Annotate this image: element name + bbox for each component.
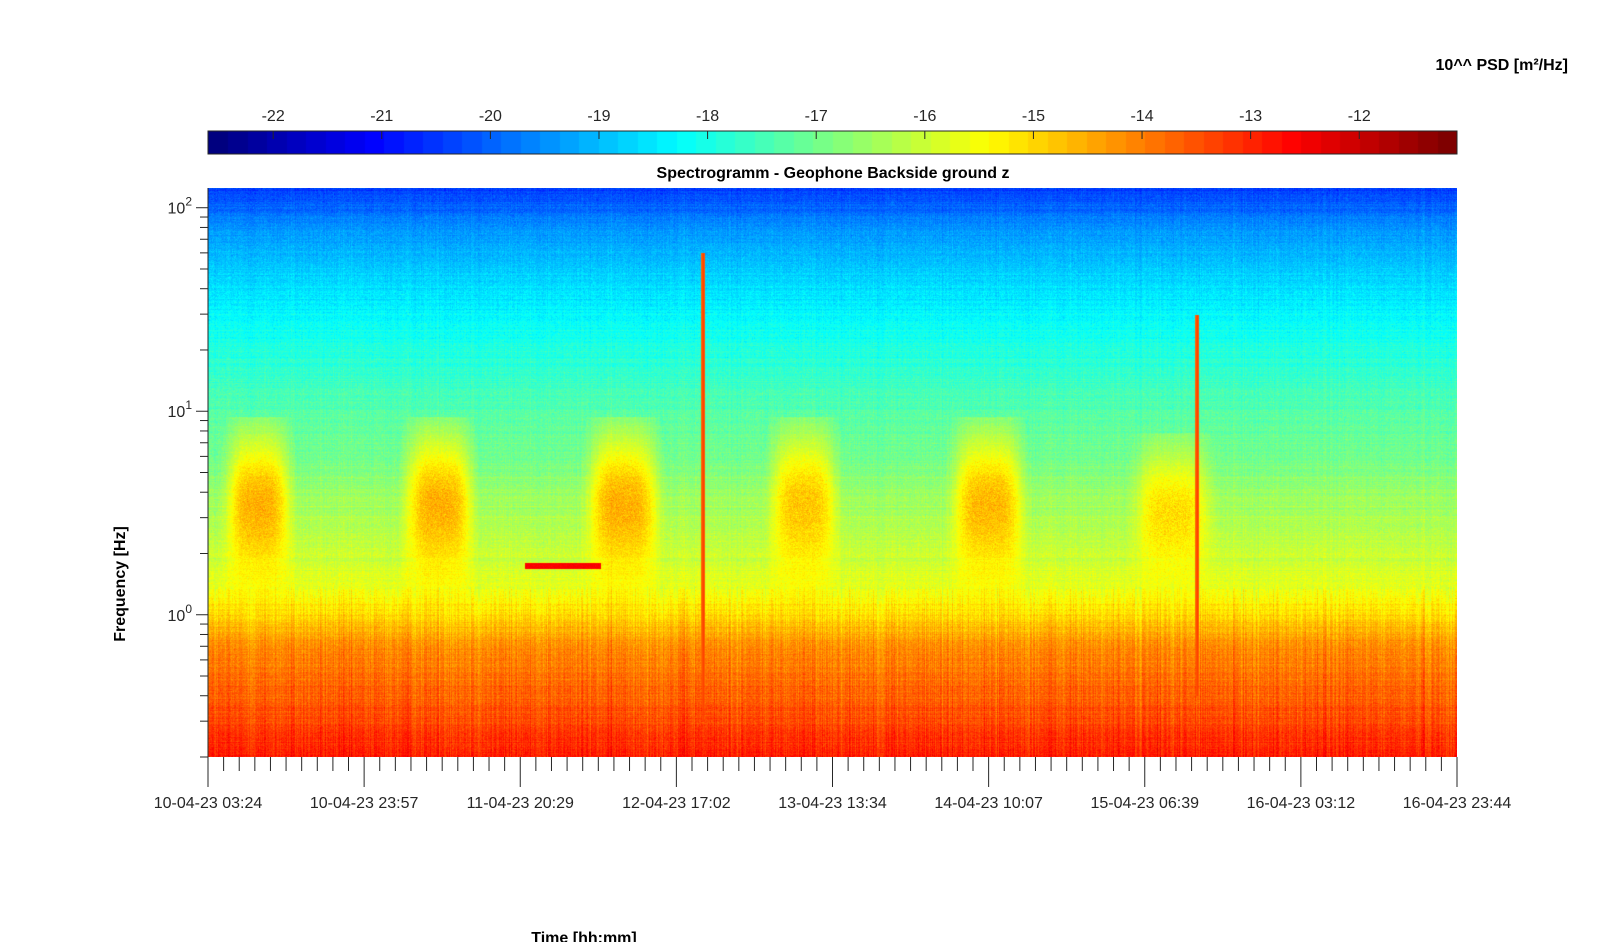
x-tick-label: 10-04-23 03:24 xyxy=(154,795,263,812)
colorbar-tick-label: -15 xyxy=(1022,108,1045,125)
spectrogram-image xyxy=(208,188,1457,757)
y-tick-base: 10 xyxy=(168,608,186,625)
x-tick-label: 16-04-23 23:44 xyxy=(1403,795,1512,812)
x-tick-label: 10-04-23 23:57 xyxy=(310,795,419,812)
colorbar-tick-label: -21 xyxy=(370,108,393,125)
x-tick-label: 16-04-23 03:12 xyxy=(1247,795,1356,812)
x-tick-label: 12-04-23 17:02 xyxy=(622,795,731,812)
colorbar-tick-labels: -22 -21 -20 -19 -18 -17 -16 -15 -14 -13 -12 xyxy=(262,108,1371,125)
y-tick-exponent: 0 xyxy=(185,602,192,616)
colorbar-label: 10^^ PSD [m²/Hz] xyxy=(1436,57,1568,74)
x-tick-label: 15-04-23 06:39 xyxy=(1090,795,1199,812)
spectrogram-holder xyxy=(208,188,1457,757)
colorbar-frame xyxy=(207,130,1458,155)
y-tick-base: 10 xyxy=(168,404,186,421)
colorbar-tick-label: -19 xyxy=(587,108,610,125)
x-axis-label: Time [hh:mm] xyxy=(531,930,636,942)
y-tick-label: 102 xyxy=(168,195,193,218)
colorbar-ticks xyxy=(272,131,1360,139)
y-tick-exponent: 2 xyxy=(185,195,192,209)
y-tick-label: 101 xyxy=(168,398,193,421)
x-tick-label: 14-04-23 10:07 xyxy=(934,795,1043,812)
colorbar-tick-label: -22 xyxy=(262,108,285,125)
colorbar-tick-label: -20 xyxy=(479,108,502,125)
x-tick-label: 13-04-23 13:34 xyxy=(778,795,887,812)
y-tick-base: 10 xyxy=(168,201,186,218)
colorbar-tick-label: -17 xyxy=(805,108,828,125)
colorbar-tick-label: -13 xyxy=(1239,108,1262,125)
x-tick-label: 11-04-23 20:29 xyxy=(467,795,574,812)
colorbar-tick-label: -14 xyxy=(1130,108,1153,125)
colorbar-gradient xyxy=(208,131,1457,154)
y-tick-label: 100 xyxy=(168,602,193,625)
chart-title: Spectrogramm - Geophone Backside ground … xyxy=(657,165,1010,182)
x-axis: 10-04-23 03:24 10-04-23 23:57 11-04-23 20:… xyxy=(154,757,1512,812)
colorbar-tick-label: -18 xyxy=(696,108,719,125)
y-tick-exponent: 1 xyxy=(185,398,192,412)
y-axis-label: Frequency [Hz] xyxy=(112,526,129,642)
colorbar-tick-label: -12 xyxy=(1348,108,1371,125)
colorbar-tick-label: -16 xyxy=(913,108,936,125)
colorbar-gradient-holder xyxy=(208,131,1457,154)
